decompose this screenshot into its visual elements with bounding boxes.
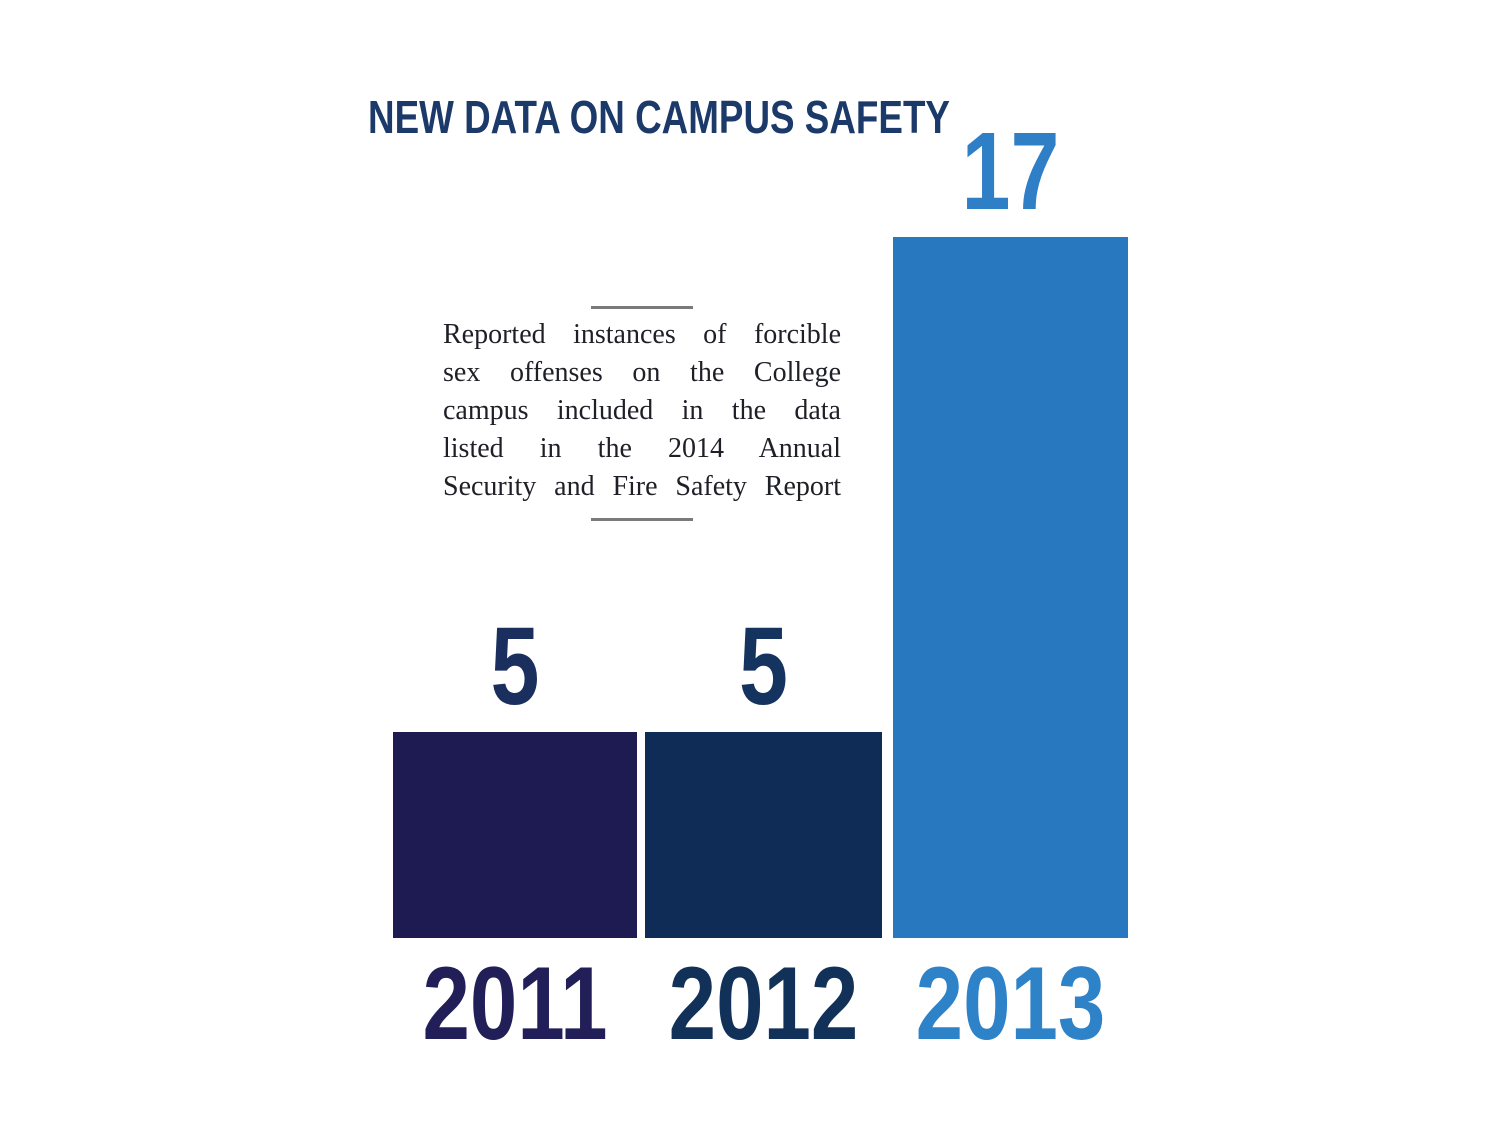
bar-2013: [893, 237, 1128, 938]
axis-label-2011: 2011: [422, 946, 608, 1062]
annotation-line: Security and Fire Safety Report: [443, 471, 841, 502]
value-label-2012: 5: [739, 605, 788, 728]
bar-2012: [645, 732, 882, 938]
value-label-2011: 5: [490, 605, 540, 728]
annotation-text: Reported instances of forcible sex offen…: [443, 316, 841, 506]
annotation-block: Reported instances of forcible sex offen…: [443, 306, 841, 521]
annotation-line: Reported instances of forcible: [443, 319, 841, 350]
annotation-line: listed in the 2014 Annual: [443, 433, 841, 464]
axis-label-2013: 2013: [915, 946, 1106, 1062]
annotation-top-rule: [591, 306, 693, 309]
value-label-2013: 17: [961, 110, 1060, 233]
axis-label-2012: 2012: [668, 946, 859, 1062]
bar-2011: [393, 732, 637, 938]
annotation-line: campus included in the data: [443, 395, 841, 426]
annotation-bottom-rule: [591, 518, 693, 521]
chart-title: NEW DATA ON CAMPUS SAFETY: [368, 91, 950, 143]
annotation-line: sex offenses on the College: [443, 357, 841, 388]
